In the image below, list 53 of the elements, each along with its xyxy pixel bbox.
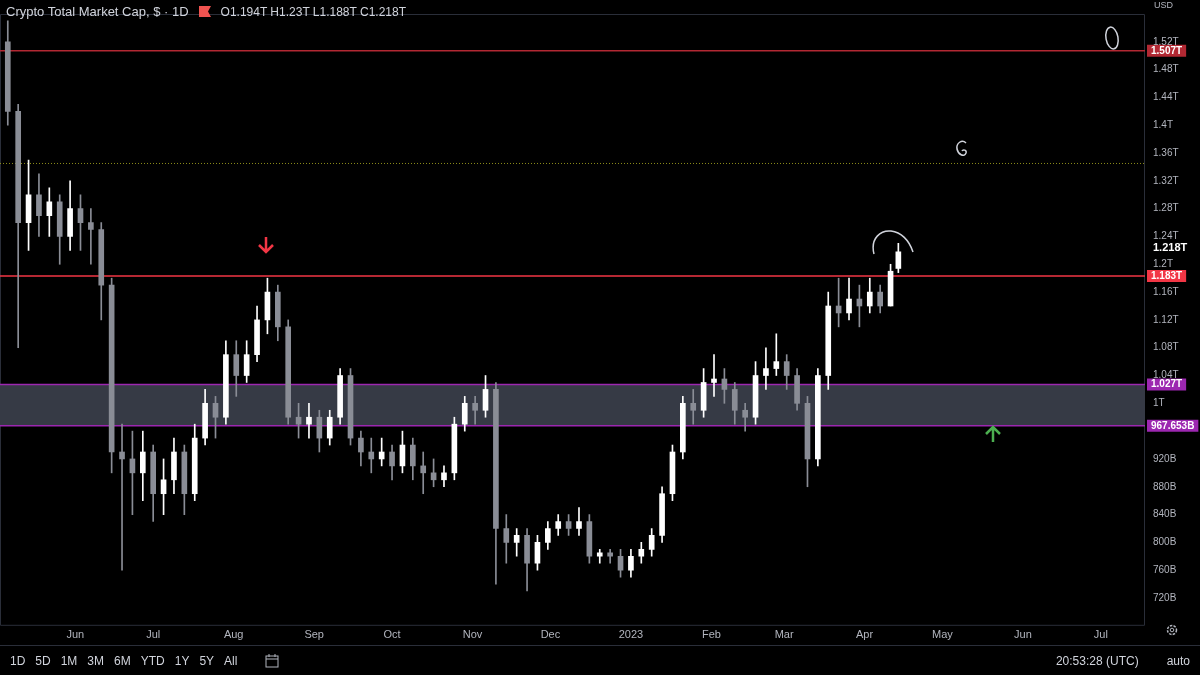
x-tick-label: Apr bbox=[856, 628, 874, 641]
y-tick-label: 1.28T bbox=[1153, 202, 1179, 214]
y-tick-label: 1.44T bbox=[1153, 91, 1179, 103]
ref-line-label: 967.653B bbox=[1151, 419, 1195, 431]
text: All bbox=[224, 653, 238, 668]
x-tick-label: Jun bbox=[1014, 628, 1032, 641]
text: auto bbox=[1166, 653, 1190, 668]
x-tick-label: Aug bbox=[223, 628, 244, 641]
y-tick-label: 920B bbox=[1153, 452, 1177, 464]
y-tick-label: 1.36T bbox=[1153, 146, 1179, 158]
x-tick-label: Sep bbox=[304, 628, 324, 641]
y-tick-label: 1.12T bbox=[1153, 313, 1179, 325]
y-tick-label: 800B bbox=[1153, 536, 1177, 548]
text: 5D bbox=[35, 653, 51, 668]
y-tick-label: 840B bbox=[1153, 508, 1177, 520]
y-tick-label: 1.04T bbox=[1153, 369, 1179, 381]
x-tick-label: May bbox=[932, 628, 954, 641]
y-tick-label: 720B bbox=[1153, 591, 1177, 603]
text: 1D bbox=[10, 653, 26, 668]
x-tick-label: Mar bbox=[774, 628, 794, 641]
chart-title: Crypto Total Market Cap, $ · 1D bbox=[6, 4, 189, 19]
y-tick-label: 1.2T bbox=[1153, 258, 1174, 270]
ref-line-label: 1.507T bbox=[1151, 44, 1183, 56]
y-tick-label: 1.24T bbox=[1153, 230, 1179, 242]
y-tick-label: 1.32T bbox=[1153, 174, 1179, 186]
y-tick-label: 1.48T bbox=[1153, 63, 1179, 75]
x-tick-label: Jul bbox=[1093, 628, 1108, 641]
text: 20:53:28 (UTC) bbox=[1055, 653, 1139, 668]
y-tick-label: 1T bbox=[1153, 397, 1165, 409]
x-tick-label: Jul bbox=[146, 628, 161, 641]
x-tick-label: Nov bbox=[462, 628, 483, 641]
text: 1M bbox=[60, 653, 78, 668]
text: 1.218T bbox=[1153, 240, 1188, 253]
y-tick-label: 1.52T bbox=[1153, 35, 1179, 47]
text: 3M bbox=[87, 653, 105, 668]
x-tick-label: Dec bbox=[540, 628, 561, 641]
x-tick-label: 2023 bbox=[618, 628, 644, 641]
chart-subtitle: O1.194T H1.23T L1.188T C1.218T bbox=[220, 4, 407, 19]
text: 1Y bbox=[174, 653, 190, 668]
y-tick-label: 1.16T bbox=[1153, 285, 1179, 297]
ref-line-label: 1.183T bbox=[1151, 269, 1183, 281]
y-tick-label: 760B bbox=[1153, 563, 1177, 575]
x-tick-label: Feb bbox=[701, 628, 721, 641]
y-axis-title: USD bbox=[1154, 0, 1174, 10]
ref-line-label: 1.027T bbox=[1151, 378, 1183, 390]
y-tick-label: 1.4T bbox=[1153, 118, 1174, 130]
text: 6M bbox=[114, 653, 131, 668]
y-tick-label: 1.08T bbox=[1153, 341, 1179, 353]
x-tick-label: Oct bbox=[383, 628, 401, 641]
x-tick-label: Jun bbox=[66, 628, 85, 641]
y-tick-label: 880B bbox=[1153, 480, 1177, 492]
text: 5Y bbox=[199, 653, 215, 668]
text: YTD bbox=[140, 653, 165, 668]
